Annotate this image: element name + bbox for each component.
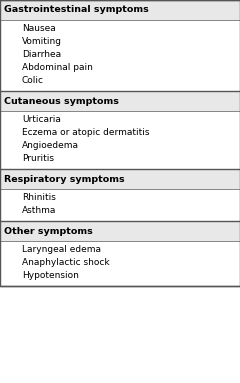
Text: Diarrhea: Diarrhea	[22, 50, 61, 59]
Text: Respiratory symptoms: Respiratory symptoms	[4, 175, 125, 183]
Text: Other symptoms: Other symptoms	[4, 226, 93, 236]
Text: Gastrointestinal symptoms: Gastrointestinal symptoms	[4, 5, 149, 15]
Text: Cutaneous symptoms: Cutaneous symptoms	[4, 97, 119, 105]
Bar	[0, 169, 240, 189]
Text: Urticaria: Urticaria	[22, 115, 61, 124]
Text: Colic: Colic	[22, 76, 44, 85]
Text: Angioedema: Angioedema	[22, 141, 79, 150]
Text: Nausea: Nausea	[22, 24, 56, 33]
Text: Asthma: Asthma	[22, 206, 56, 215]
Bar	[0, 91, 240, 111]
Text: Vomiting: Vomiting	[22, 37, 62, 46]
Text: Anaphylactic shock: Anaphylactic shock	[22, 258, 110, 267]
Text: Eczema or atopic dermatitis: Eczema or atopic dermatitis	[22, 128, 150, 137]
Text: Hypotension: Hypotension	[22, 271, 79, 280]
Bar	[0, 0, 240, 20]
Text: Laryngeal edema: Laryngeal edema	[22, 245, 101, 254]
Text: Abdominal pain: Abdominal pain	[22, 63, 93, 72]
Text: Rhinitis: Rhinitis	[22, 193, 56, 202]
Text: Pruritis: Pruritis	[22, 154, 54, 163]
Bar	[0, 0, 240, 286]
Bar	[0, 221, 240, 241]
